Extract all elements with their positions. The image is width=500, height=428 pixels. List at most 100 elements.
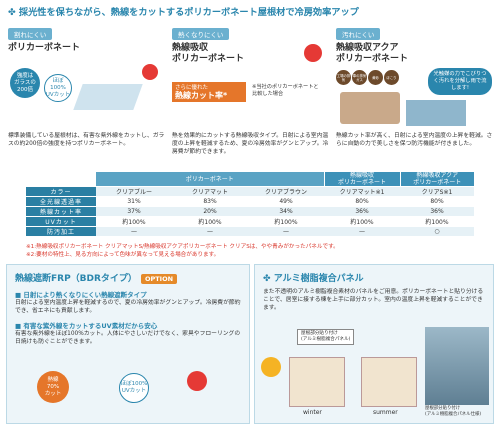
header-line: ポリカーボネート (413, 179, 462, 186)
badge-line: UVカット (45, 91, 71, 98)
highlight-line: 熱線カット率* (175, 91, 228, 100)
roof-pic (340, 92, 400, 124)
table-row: 全光線透過率 31% 83% 49% 80% 80% (26, 196, 474, 207)
bubble: 光触媒の力でこびりつく汚れを分解し雨で流します! (428, 68, 492, 95)
section-text: 有害な紫外線をほぼ100%カット。人体にやさしいだけでなく、家具やフローリングの… (15, 331, 241, 345)
group-header: ポリカーボネート (96, 172, 324, 187)
label-line: (アルミ樹脂複合パネル) (301, 337, 351, 342)
feature-title: 熱線吸収 ポリカーボネート (172, 43, 332, 65)
illustration: 工場の排気 車の排気ガス 黄砂 ほこり 光触媒の力でこびりつく汚れを分解し雨で流します! (336, 68, 496, 129)
roof-pic (406, 100, 466, 126)
cell: ○ (400, 226, 474, 237)
section-text: 日射による室内温度上昇を軽減するので、夏の冷房効率がグンとアップ。冷房費が節約で… (15, 300, 241, 314)
cell: 37% (96, 206, 172, 217)
section-heading: ■ 有害な紫外線をカットするUV素材だから安心 (15, 322, 158, 330)
alu-text: また不透明のアルミ樹脂複合素材のパネルをご用意。ポリカーボネートと貼り分けること… (263, 289, 484, 311)
cell: — (324, 226, 400, 237)
row-label: 全光線透過率 (26, 196, 96, 207)
frp-title: 熱線遮断FRP（BDRタイプ） OPTION (15, 271, 243, 284)
highlight-line: さらに優れた (175, 85, 209, 91)
cell: 約100% (96, 216, 172, 227)
heading: 日射により熱くなりにくい熱線遮断タイプ (23, 291, 147, 299)
cell: クリアマット※1 (324, 186, 400, 197)
spec-table: ポリカーボネート 熱線吸収 ポリカーボネート 熱線吸収アクア ポリカーボネート カラー クリ… (26, 172, 474, 237)
badge: ほぼ100% UVカット (119, 373, 149, 403)
title-line: ポリカーボネート (336, 54, 409, 64)
feature-title: ポリカーボネート (8, 43, 168, 54)
badge: 強度は ガラスの 200倍 (10, 68, 40, 98)
cell: 49% (248, 196, 324, 207)
title-text: 採光性を保ちながら、熱線をカットするポリカーボネート屋根材で冷房効率アップ (18, 7, 359, 18)
title-line: ポリカーボネート (172, 54, 245, 64)
feature-tag: 汚れにくい (336, 28, 381, 40)
row-label: 熱線カット率 (26, 206, 96, 217)
badge-line: UVカット (121, 388, 147, 394)
header-line: 熱線吸収アクア (416, 172, 459, 179)
label-top: 屋根部分貼り付け (アルミ樹脂複合パネル) (297, 329, 355, 345)
cell: — (96, 226, 172, 237)
photo (425, 327, 489, 405)
label-line: 屋根部分貼り付け (301, 331, 338, 336)
feature-tag: 割れにくい (8, 28, 53, 40)
feature: 汚れにくい 熱線吸収アクア ポリカーボネート 工場の排気 車の排気ガス 黄砂 ほこり 光触媒の… (336, 22, 496, 168)
alu-title: ✤ アルミ樹脂複合パネル (263, 274, 364, 284)
group-header: 熱線吸収アクア ポリカーボネート (399, 172, 474, 187)
feature-tag: 熱くなりにくい (172, 28, 230, 40)
label-line: (アルミ樹脂複合パネル仕様) (425, 412, 482, 417)
pollution-icon: 黄砂 (368, 70, 383, 85)
pollution-icon: 工場の排気 (336, 70, 351, 85)
cell: 80% (400, 196, 474, 207)
note: ※2:要材の特性上、見る方向によって色味が異なって見える場合があります。 (26, 251, 220, 258)
feature: 割れにくい ポリカーボネート 強度は ガラスの 200倍 ほぼ100% UVカット 標準装備し… (8, 22, 168, 168)
cell: 約100% (248, 216, 324, 227)
page-title: ✤ 採光性を保ちながら、熱線をカットするポリカーボネート屋根材で冷房効率アップ (8, 7, 359, 18)
cell: 20% (172, 206, 248, 217)
badge-line: ほぼ100% (50, 77, 66, 91)
badge: 熱線 70% カット (37, 371, 69, 403)
cell: 31% (96, 196, 172, 207)
table-row: 熱線カット率 37% 20% 34% 36% 36% (26, 206, 474, 217)
option-tag: OPTION (140, 274, 178, 284)
alu-pic: 屋根部分貼り付け (アルミ樹脂複合パネル) winter summer 屋根部分貼り付け… (261, 327, 489, 421)
cell: 83% (172, 196, 248, 207)
row-label: UVカット (26, 216, 96, 227)
feature-description: 熱を効果的にカットする熱線吸収タイプ。日射による室内温度の上昇を軽減するため、夏… (172, 133, 329, 155)
feature: 熱くなりにくい 熱線吸収 ポリカーボネート さらに優れた 熱線カット率* ※当社のポリカー… (172, 22, 332, 168)
badge-line: 70% (46, 383, 60, 390)
pollution-icon: ほこり (384, 70, 399, 85)
label-bottom: 屋根部分貼り付け (アルミ樹脂複合パネル仕様) (425, 406, 481, 418)
frp-pic: 熱線 70% カット ほぼ100% UVカット (37, 371, 237, 421)
header-row: ポリカーボネート 熱線吸収 ポリカーボネート 熱線吸収アクア ポリカーボネート (26, 172, 474, 187)
corner (26, 172, 96, 187)
cell: 36% (324, 206, 400, 217)
feature-title: 熱線吸収アクア ポリカーボネート (336, 43, 496, 65)
badge-line: ガラスの (14, 79, 36, 86)
sun (187, 371, 207, 391)
title: 熱線遮断FRP（BDRタイプ） (15, 274, 137, 284)
frp-box: 熱線遮断FRP（BDRタイプ） OPTION ■ 日射により熱くなりにくい熱線遮断タ… (6, 264, 250, 424)
notes: ※1:熱線吸収ポリカーボネート クリアマットS/熱線吸収アクアポリカーボネート … (26, 244, 339, 259)
cell: クリアS※1 (400, 186, 474, 197)
highlight: さらに優れた 熱線カット率* (172, 82, 246, 102)
title-line: 熱線吸収 (172, 43, 209, 53)
heading: 有害な紫外線をカットするUV素材だから安心 (23, 322, 158, 330)
sun (142, 64, 158, 80)
header-line: ポリカーボネート (337, 179, 386, 186)
cell: クリアマット (172, 186, 248, 197)
badge: ほぼ100% UVカット (44, 74, 72, 102)
aluminum-box: ✤ アルミ樹脂複合パネルまた不透明のアルミ樹脂複合素材のパネルをご用意。ポリカー… (254, 264, 494, 424)
cell: クリアブルー (96, 186, 172, 197)
house (289, 357, 345, 407)
row-label: 防汚加工 (26, 226, 96, 237)
table-row: 防汚加工 — — — — ○ (26, 226, 474, 237)
header-line: ポリカーボネート (185, 175, 234, 183)
cell: 34% (248, 206, 324, 217)
cell: クリアブラウン (248, 186, 324, 197)
cell: 36% (400, 206, 474, 217)
title-line: ポリカーボネート (8, 43, 81, 53)
cell: 約100% (400, 216, 474, 227)
group-header: 熱線吸収 ポリカーボネート (323, 172, 400, 187)
table-row: カラー クリアブルー クリアマット クリアブラウン クリアマット※1 クリアS※1 (26, 186, 474, 197)
